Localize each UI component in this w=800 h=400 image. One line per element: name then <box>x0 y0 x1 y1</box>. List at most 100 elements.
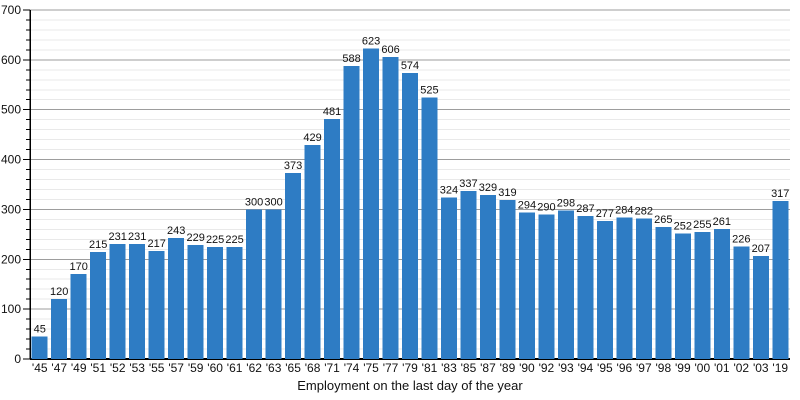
bar-value-label: 207 <box>752 243 770 255</box>
bar <box>596 220 613 359</box>
x-tick-label: '74 <box>344 361 360 375</box>
bar-value-label: 324 <box>440 184 458 196</box>
x-tick-label: '83 <box>441 361 457 375</box>
x-tick-label: '61 <box>227 361 243 375</box>
bar-value-label: 329 <box>479 182 497 194</box>
x-tick-label: '59 <box>188 361 204 375</box>
bar-value-label: 231 <box>109 231 127 243</box>
bar-value-label: 337 <box>459 178 477 190</box>
bar-value-label: 217 <box>147 238 165 250</box>
x-tick-label: '77 <box>383 361 399 375</box>
x-tick-label: '02 <box>733 361 749 375</box>
bar <box>479 194 496 359</box>
x-tick-label: '92 <box>539 361 555 375</box>
bar-value-label: 255 <box>693 219 711 231</box>
x-tick-label: '01 <box>714 361 730 375</box>
bar-value-label: 170 <box>70 261 88 273</box>
x-tick-label: '55 <box>149 361 165 375</box>
bar <box>265 209 282 359</box>
bar <box>187 244 204 359</box>
bar <box>304 145 321 359</box>
bar-value-label: 429 <box>303 132 321 144</box>
x-tick-label: '85 <box>461 361 477 375</box>
bar <box>557 210 574 359</box>
bar <box>70 274 87 359</box>
x-tick-label: '90 <box>519 361 535 375</box>
bar-value-label: 298 <box>557 197 575 209</box>
bar <box>226 246 243 359</box>
x-tick-label: '60 <box>207 361 223 375</box>
bar-value-label: 284 <box>615 204 633 216</box>
x-tick-label: '87 <box>480 361 496 375</box>
bar <box>674 233 691 359</box>
x-tick-label: '00 <box>694 361 710 375</box>
bar-value-label: 277 <box>596 208 614 220</box>
bar-value-label: 294 <box>518 199 536 211</box>
bar <box>129 243 146 359</box>
bar-value-label: 319 <box>498 187 516 199</box>
bar-value-label: 606 <box>381 44 399 56</box>
x-tick-label: '89 <box>500 361 516 375</box>
bar <box>207 246 224 359</box>
bar-value-label: 231 <box>128 231 146 243</box>
bar <box>655 226 672 359</box>
bar-value-label: 574 <box>401 60 419 72</box>
x-tick-label: '96 <box>617 361 633 375</box>
x-tick-label: '51 <box>90 361 106 375</box>
bar-value-label: 45 <box>34 324 46 336</box>
bar <box>168 237 185 359</box>
x-tick-label: '19 <box>772 361 788 375</box>
x-tick-label: '49 <box>71 361 87 375</box>
x-tick-label: '93 <box>558 361 574 375</box>
x-tick-label: '68 <box>305 361 321 375</box>
bar-value-label: 300 <box>264 196 282 208</box>
bar-value-label: 300 <box>245 196 263 208</box>
bar <box>713 228 730 359</box>
bar <box>90 251 107 359</box>
bar <box>285 173 302 359</box>
bar <box>382 56 399 359</box>
y-tick-label: 700 <box>1 3 21 17</box>
bar-value-label: 525 <box>420 84 438 96</box>
x-tick-label: '71 <box>324 361 340 375</box>
bar <box>694 231 711 359</box>
bar <box>499 199 516 359</box>
x-tick-label: '47 <box>51 361 67 375</box>
x-tick-label: '75 <box>363 361 379 375</box>
bar <box>772 200 789 359</box>
bar-value-label: 623 <box>362 35 380 47</box>
x-tick-label: '63 <box>266 361 282 375</box>
bar-value-label: 225 <box>225 234 243 246</box>
bar <box>635 218 652 359</box>
bar-value-label: 282 <box>635 205 653 217</box>
bar-value-label: 225 <box>206 234 224 246</box>
bar-value-label: 229 <box>186 232 204 244</box>
x-tick-label: '62 <box>246 361 262 375</box>
bar <box>440 197 457 359</box>
bar <box>421 97 438 359</box>
bar-value-label: 265 <box>654 214 672 226</box>
bar-value-label: 287 <box>576 203 594 215</box>
x-tick-label: '94 <box>578 361 594 375</box>
x-tick-label: '65 <box>285 361 301 375</box>
bar <box>538 214 555 359</box>
bar <box>752 255 769 359</box>
x-tick-label: '99 <box>675 361 691 375</box>
bar <box>324 119 341 360</box>
bar-value-label: 261 <box>713 216 731 228</box>
x-tick-label: '03 <box>753 361 769 375</box>
bar-value-label: 373 <box>284 160 302 172</box>
bar <box>577 215 594 359</box>
bar <box>31 336 48 359</box>
bar <box>246 209 263 359</box>
bar <box>733 246 750 359</box>
x-axis-title: Employment on the last day of the year <box>297 378 523 393</box>
y-tick-label: 300 <box>1 202 21 216</box>
bar-value-label: 226 <box>732 233 750 245</box>
x-tick-label: '97 <box>636 361 652 375</box>
y-tick-label: 0 <box>14 352 21 366</box>
bar-value-label: 481 <box>323 106 341 118</box>
bar-value-label: 317 <box>771 188 789 200</box>
